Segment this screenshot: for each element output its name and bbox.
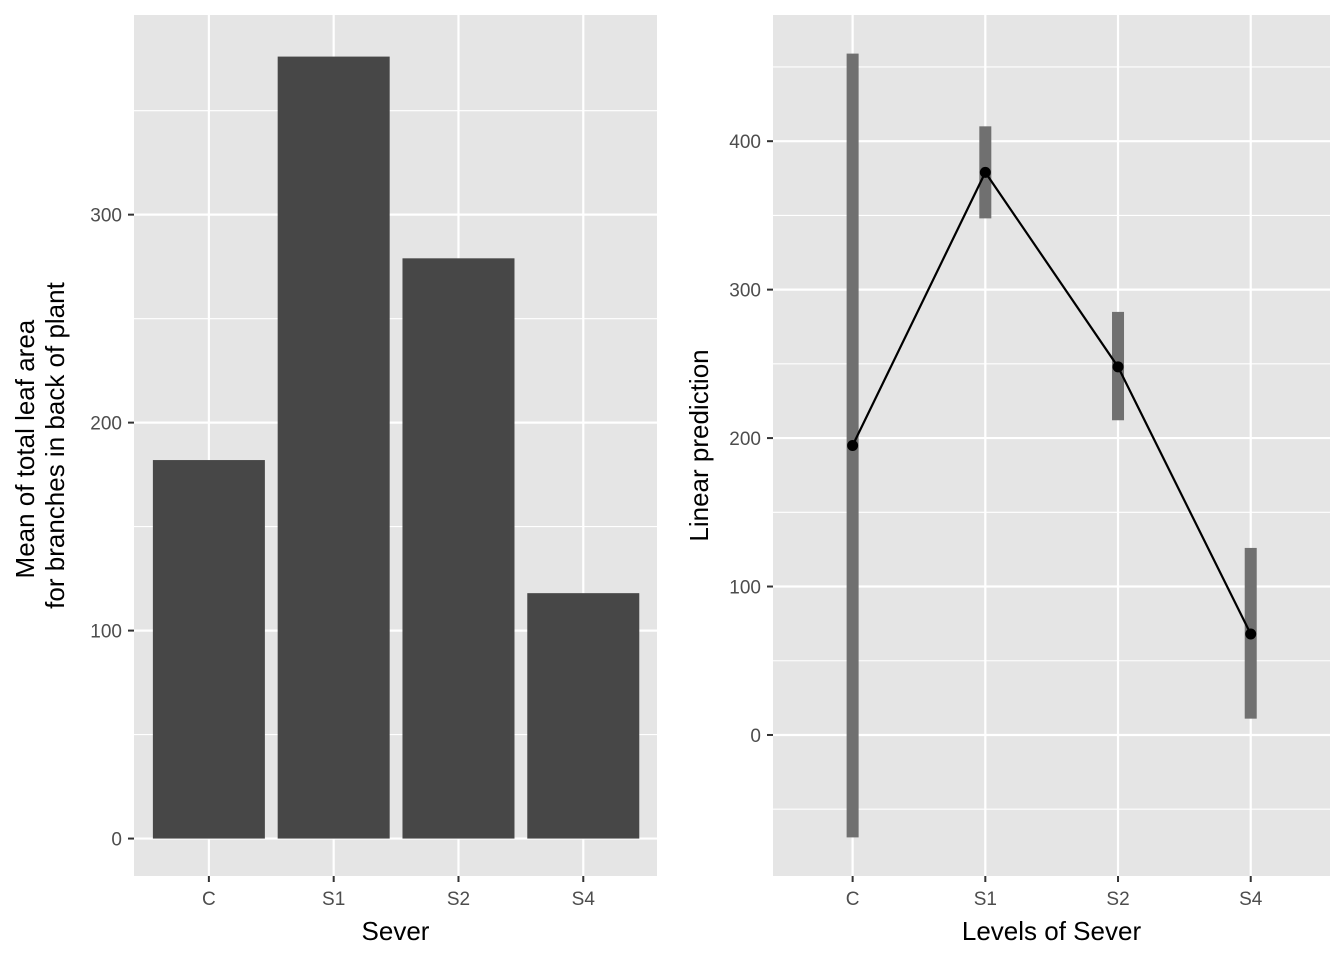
- prediction-line: [851, 170, 1252, 635]
- prediction-chart-tick-labels: 0 100 200 300 400 C S1 S2 S4: [729, 132, 1262, 910]
- bar-C: [152, 460, 265, 839]
- point-C: [847, 440, 859, 451]
- bar-chart-panel: 0 100 200 300 C S1 S2 S4 Sever Mean of total le…: [10, 15, 657, 946]
- bar-S4: [527, 593, 640, 839]
- y-tick-label: 200: [90, 414, 122, 435]
- x-tick-label: S2: [1106, 889, 1129, 910]
- bar-chart-x-axis-title: Sever: [362, 916, 430, 946]
- y-tick-label: 100: [729, 578, 761, 599]
- point-S4: [1245, 628, 1257, 640]
- y-tick-label: 100: [90, 622, 122, 643]
- prediction-chart-plot-background: [773, 15, 1330, 876]
- x-tick-label: S1: [974, 889, 997, 910]
- bar-chart-bars: [152, 56, 640, 839]
- x-tick-label: C: [202, 889, 216, 910]
- prediction-chart-x-axis-title: Levels of Sever: [962, 916, 1142, 946]
- bar-chart-y-axis-title: Mean of total leaf area for branches in …: [10, 281, 70, 608]
- y-tick-label: 300: [90, 206, 122, 227]
- x-tick-label: S4: [1239, 889, 1263, 910]
- point-S2: [1112, 361, 1124, 373]
- y-tick-label: 0: [111, 830, 122, 851]
- y-tick-label: 400: [729, 132, 761, 153]
- prediction-chart-points: [847, 166, 1257, 640]
- x-tick-label: C: [846, 889, 860, 910]
- bar-chart-tick-labels: 0 100 200 300 C S1 S2 S4: [90, 206, 595, 910]
- bar-S2: [402, 258, 515, 839]
- y-tick-label: 200: [729, 429, 761, 450]
- prediction-chart-panel: 0 100 200 300 400 C S1 S2 S4 Levels of Sever Lin…: [684, 15, 1330, 946]
- y-tick-label: 0: [750, 726, 761, 747]
- point-S1: [979, 166, 991, 178]
- prediction-chart-y-axis-title: Linear prediction: [684, 349, 714, 541]
- bar-chart-y-axis-title-line-1: Mean of total leaf area: [10, 319, 40, 578]
- bar-S1: [277, 56, 390, 839]
- bar-chart-y-axis-title-line-2: for branches in back of plant: [40, 281, 70, 608]
- x-tick-label: S1: [322, 889, 345, 910]
- x-tick-label: S4: [572, 889, 596, 910]
- y-tick-label: 300: [729, 281, 761, 302]
- x-tick-label: S2: [447, 889, 470, 910]
